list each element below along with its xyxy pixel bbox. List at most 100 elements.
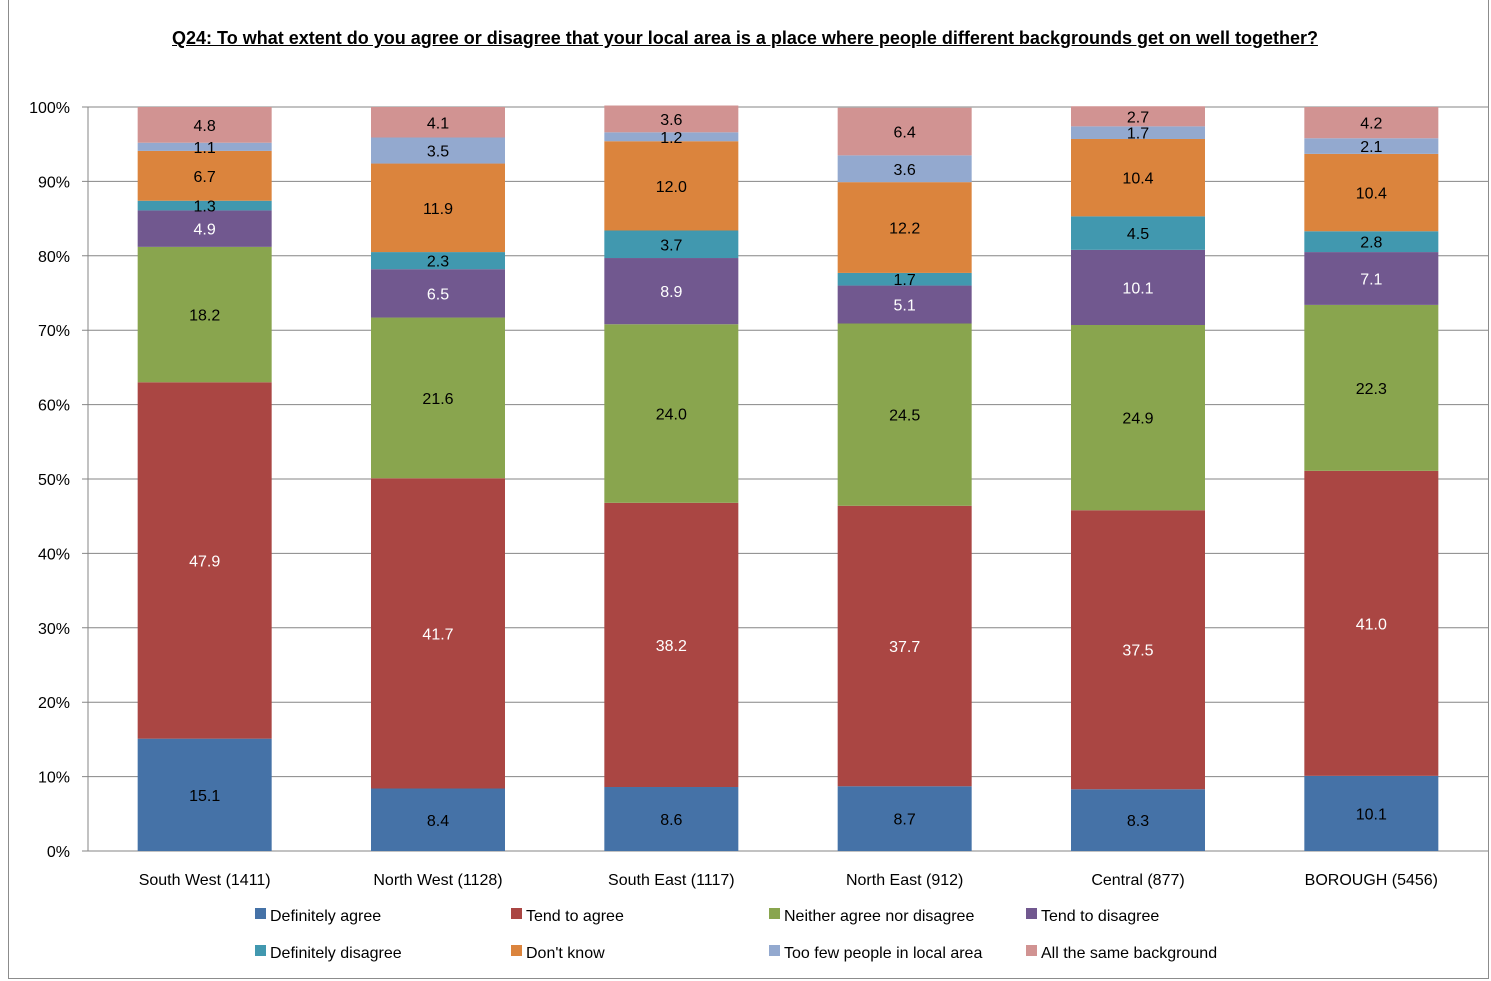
bar-segment [137, 107, 272, 143]
data-label: 24.9 [1122, 411, 1153, 428]
data-label: 11.9 [423, 201, 453, 218]
x-tick-label: North East (912) [846, 872, 963, 889]
data-label: 10.1 [1122, 280, 1153, 297]
y-tick-label: 70% [38, 323, 70, 340]
data-label: 38.2 [656, 638, 687, 655]
bar-segment [1304, 107, 1439, 139]
y-tick-label: 60% [38, 398, 70, 415]
data-label: 8.6 [660, 812, 682, 829]
x-axis-tick-labels: South West (1411) North West (1128) South … [139, 872, 1438, 889]
y-tick-label: 30% [38, 621, 70, 638]
bar-segment [1071, 216, 1205, 250]
legend-label: Tend to disagree [1041, 908, 1159, 925]
bar-segment [604, 502, 739, 788]
bar-segment [371, 269, 505, 318]
data-label: 3.6 [660, 112, 682, 129]
y-tick-label: 80% [38, 249, 70, 266]
x-tick-label: Central (877) [1091, 872, 1184, 889]
bar-segment [1304, 153, 1439, 232]
data-label: 2.3 [427, 254, 449, 271]
bar-segment [137, 210, 272, 247]
data-label: 4.2 [1360, 116, 1382, 133]
bar-segment [604, 787, 739, 851]
chart-title: Q24: To what extent do you agree or disa… [172, 28, 1318, 48]
x-tick-label: South West (1411) [139, 872, 271, 889]
bar-segment [604, 230, 739, 259]
data-label: 1.2 [660, 130, 682, 147]
data-label: 8.7 [894, 812, 916, 829]
legend-swatch [1026, 908, 1037, 919]
legend-swatch [255, 945, 266, 956]
bar-segment [137, 200, 272, 211]
bar-segment [371, 107, 505, 138]
bar-segment [1304, 252, 1439, 305]
legend-swatch [511, 908, 522, 919]
bar-segment [837, 272, 972, 286]
bar-segment [137, 246, 272, 383]
bar-segment [1071, 138, 1205, 217]
bar-segment [604, 132, 739, 142]
data-labels: 15.1 47.9 18.2 4.9 1.3 6.7 1.1 4.8 8.4 41.7 21.6 6.… [189, 109, 1387, 830]
bar-segment [371, 137, 505, 164]
data-label: 3.6 [894, 162, 916, 179]
data-label: 12.2 [889, 221, 920, 238]
y-tick-label: 20% [38, 695, 70, 712]
bar-segment [1071, 789, 1205, 851]
bar-segment [604, 258, 739, 325]
y-tick-label: 10% [38, 770, 70, 787]
bar-segment [604, 324, 739, 503]
data-label: 37.5 [1122, 643, 1153, 660]
data-label: 22.3 [1356, 381, 1387, 398]
y-tick-label: 50% [38, 472, 70, 489]
data-label: 3.7 [660, 237, 682, 254]
bar-segment [604, 141, 739, 231]
legend-swatch [511, 945, 522, 956]
data-label: 6.7 [194, 169, 216, 186]
bar-segment [371, 317, 505, 479]
data-label: 24.5 [889, 408, 920, 425]
bar-segment [137, 142, 272, 151]
bar-segment [1304, 775, 1439, 851]
x-tick-label: North West (1128) [373, 872, 502, 889]
legend-label: Too few people in local area [784, 945, 982, 962]
data-label: 6.4 [894, 125, 916, 142]
legend-label: Definitely disagree [270, 945, 402, 962]
data-label: 1.3 [194, 199, 216, 216]
bar-segment [1304, 138, 1439, 154]
bar-segment [837, 323, 972, 506]
bar-segment [837, 285, 972, 324]
data-label: 41.0 [1356, 616, 1387, 633]
data-label: 12.0 [656, 179, 687, 196]
bar-segment [837, 182, 972, 273]
x-tick-label: South East (1117) [608, 872, 735, 889]
y-tick-label: 0% [47, 844, 70, 861]
data-label: 7.1 [1360, 271, 1382, 288]
bar-segment [1071, 126, 1205, 139]
data-label: 4.5 [1127, 226, 1149, 243]
data-label: 6.5 [427, 286, 449, 303]
bar-segment [1304, 304, 1439, 471]
data-label: 18.2 [189, 308, 220, 325]
data-label: 8.9 [660, 284, 682, 301]
bar-segment [1071, 324, 1205, 511]
bar-segment [837, 505, 972, 787]
data-label: 15.1 [189, 788, 220, 805]
legend-label: All the same background [1041, 945, 1217, 962]
data-label: 47.9 [189, 553, 220, 570]
legend-swatch [1026, 945, 1037, 956]
y-tick-label: 40% [38, 546, 70, 563]
legend-label: Don't know [526, 945, 605, 962]
bar-segment [371, 788, 505, 851]
data-label: 8.4 [427, 813, 449, 830]
legend-swatch [769, 908, 780, 919]
legend-label: Neither agree nor disagree [784, 908, 974, 925]
y-axis-tick-labels: 0% 10% 20% 30% 40% 50% 60% 70% 80% 90% 100% [29, 100, 70, 861]
bar-segment [604, 105, 739, 133]
bar-segment [371, 478, 505, 789]
y-tick-label: 100% [29, 100, 70, 117]
y-tick-label: 90% [38, 174, 70, 191]
data-label: 1.7 [894, 272, 916, 289]
legend-swatch [769, 945, 780, 956]
bar-segment [837, 155, 972, 183]
